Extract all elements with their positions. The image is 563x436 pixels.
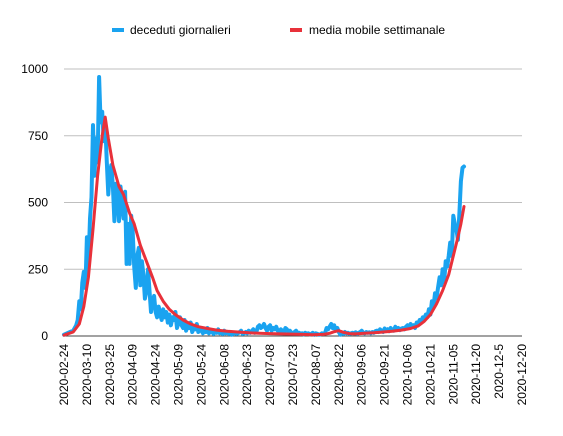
x-tick-label: 2020-05-24 bbox=[194, 344, 208, 406]
plot-area bbox=[62, 75, 466, 337]
x-tick-label: 2020-12-5 bbox=[492, 344, 506, 399]
legend-item-weekly-average: media mobile settimanale bbox=[290, 23, 445, 37]
y-tick-label: 0 bbox=[41, 329, 48, 343]
legend-item-daily-deaths: deceduti giornalieri bbox=[112, 23, 231, 37]
x-tick-label: 2020-10-06 bbox=[401, 344, 415, 406]
legend: deceduti giornalieri media mobile settim… bbox=[112, 23, 445, 37]
gridlines bbox=[64, 68, 522, 337]
y-axis: 0 250 500 750 1000 bbox=[21, 62, 48, 343]
x-tick-label: 2020-05-09 bbox=[172, 344, 186, 406]
x-tick-label: 2020-12-20 bbox=[515, 344, 529, 406]
legend-label-daily-deaths: deceduti giornalieri bbox=[130, 23, 231, 37]
x-tick-label: 2020-11-20 bbox=[469, 344, 483, 405]
y-tick-label: 500 bbox=[28, 196, 48, 210]
x-tick-label: 2020-08-07 bbox=[309, 344, 323, 406]
series-line-weekly-average bbox=[62, 115, 466, 337]
y-tick-label: 750 bbox=[28, 129, 48, 143]
x-tick-label: 2020-04-24 bbox=[149, 344, 163, 406]
x-tick-label: 2020-10-21 bbox=[423, 344, 437, 406]
x-axis: 2020-02-24 2020-03-10 2020-03-25 2020-04-09… bbox=[57, 344, 529, 406]
y-tick-label: 250 bbox=[28, 262, 48, 276]
x-tick-label: 2020-06-23 bbox=[240, 344, 254, 406]
x-tick-label: 2020-08-22 bbox=[332, 344, 346, 406]
series-line-daily-deaths bbox=[62, 75, 466, 337]
x-tick-label: 2020-07-23 bbox=[286, 344, 300, 406]
x-tick-label: 2020-02-24 bbox=[57, 344, 71, 406]
x-tick-label: 2020-03-25 bbox=[103, 344, 117, 406]
x-tick-label: 2020-09-21 bbox=[378, 344, 392, 406]
legend-label-weekly-average: media mobile settimanale bbox=[309, 23, 445, 37]
x-tick-label: 2020-11-05 bbox=[446, 344, 460, 405]
x-tick-label: 2020-09-06 bbox=[355, 344, 369, 406]
x-tick-label: 2020-03-10 bbox=[80, 344, 94, 406]
x-tick-label: 2020-07-08 bbox=[263, 344, 277, 406]
x-tick-label: 2020-06-08 bbox=[217, 344, 231, 406]
x-tick-label: 2020-04-09 bbox=[126, 344, 140, 406]
y-tick-label: 1000 bbox=[21, 62, 48, 76]
